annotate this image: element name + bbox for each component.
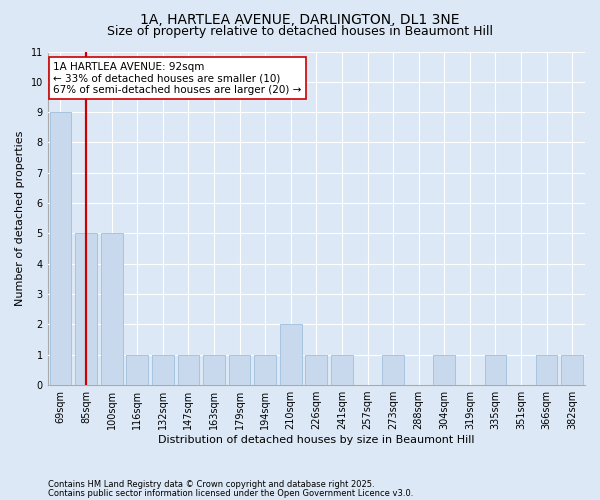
Bar — [280, 324, 302, 385]
Bar — [50, 112, 71, 385]
Bar — [485, 355, 506, 385]
X-axis label: Distribution of detached houses by size in Beaumont Hill: Distribution of detached houses by size … — [158, 435, 475, 445]
Bar — [101, 234, 122, 385]
Bar — [178, 355, 199, 385]
Text: Contains HM Land Registry data © Crown copyright and database right 2025.: Contains HM Land Registry data © Crown c… — [48, 480, 374, 489]
Bar — [254, 355, 276, 385]
Bar — [127, 355, 148, 385]
Y-axis label: Number of detached properties: Number of detached properties — [15, 130, 25, 306]
Bar — [203, 355, 225, 385]
Bar — [152, 355, 173, 385]
Bar — [485, 355, 506, 385]
Bar — [382, 355, 404, 385]
Bar — [536, 355, 557, 385]
Bar — [562, 355, 583, 385]
Bar — [254, 355, 276, 385]
Bar — [127, 355, 148, 385]
Bar — [178, 355, 199, 385]
Bar — [203, 355, 225, 385]
Bar — [280, 324, 302, 385]
Bar — [75, 234, 97, 385]
Bar — [331, 355, 353, 385]
Bar — [382, 355, 404, 385]
Bar — [50, 112, 71, 385]
Bar — [75, 234, 97, 385]
Text: Contains public sector information licensed under the Open Government Licence v3: Contains public sector information licen… — [48, 488, 413, 498]
Text: 1A HARTLEA AVENUE: 92sqm
← 33% of detached houses are smaller (10)
67% of semi-d: 1A HARTLEA AVENUE: 92sqm ← 33% of detach… — [53, 62, 301, 94]
Bar — [536, 355, 557, 385]
Text: Size of property relative to detached houses in Beaumont Hill: Size of property relative to detached ho… — [107, 25, 493, 38]
Bar — [562, 355, 583, 385]
Bar — [433, 355, 455, 385]
Bar — [229, 355, 250, 385]
Bar — [331, 355, 353, 385]
Bar — [101, 234, 122, 385]
Bar — [305, 355, 327, 385]
Bar — [229, 355, 250, 385]
Bar — [433, 355, 455, 385]
Bar — [152, 355, 173, 385]
Text: 1A, HARTLEA AVENUE, DARLINGTON, DL1 3NE: 1A, HARTLEA AVENUE, DARLINGTON, DL1 3NE — [140, 12, 460, 26]
Bar — [305, 355, 327, 385]
